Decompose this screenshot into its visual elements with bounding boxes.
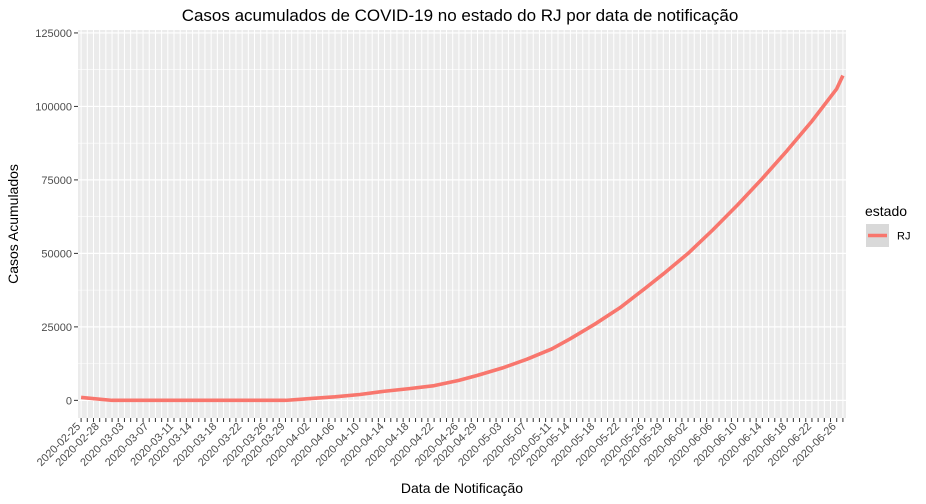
legend: estado RJ — [865, 203, 910, 247]
plot-panel — [78, 30, 846, 418]
y-axis: 0 25000 50000 75000 100000 125000 — [35, 28, 78, 407]
y-tick-label: 0 — [66, 395, 72, 407]
x-axis-title: Data de Notificação — [401, 480, 523, 496]
y-tick-label: 50000 — [41, 248, 72, 260]
y-tick-label: 75000 — [41, 175, 72, 187]
y-tick-label: 125000 — [35, 28, 72, 40]
x-axis: 2020-02-252020-02-282020-03-032020-03-07… — [35, 418, 844, 469]
minor-gridlines — [78, 69, 846, 364]
series-layer — [80, 74, 845, 403]
major-gridlines — [78, 30, 846, 418]
y-tick-label: 100000 — [35, 101, 72, 113]
legend-title: estado — [865, 203, 907, 219]
y-axis-title: Casos Acumulados — [5, 164, 21, 284]
legend-label-rj: RJ — [897, 231, 910, 243]
series-line-rj — [80, 74, 845, 403]
y-tick-label: 25000 — [41, 322, 72, 334]
chart-title: Casos acumulados de COVID-19 no estado d… — [182, 6, 739, 25]
